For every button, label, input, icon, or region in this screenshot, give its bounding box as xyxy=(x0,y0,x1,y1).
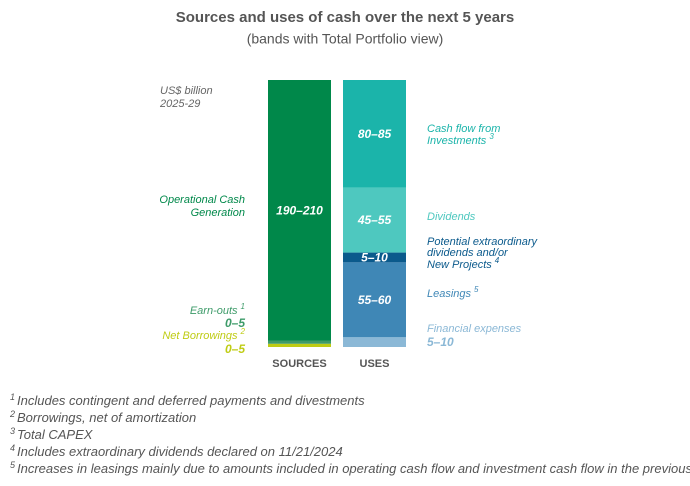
value-label: 0–5 xyxy=(225,316,245,330)
value-label: 5–10 xyxy=(361,251,388,265)
footnote-text: Includes extraordinary dividends declare… xyxy=(17,444,343,459)
bar-segment xyxy=(343,187,406,253)
footnote-text: Increases in leasings mainly due to amou… xyxy=(17,461,690,476)
chart-subtitle: (bands with Total Portfolio view) xyxy=(247,31,444,47)
value-label: 80–85 xyxy=(358,127,392,141)
segment-name-text: Cash flow from xyxy=(427,123,500,135)
footnote-mark: 3 xyxy=(10,426,15,436)
value-label: 55–60 xyxy=(358,293,392,307)
bar-segment xyxy=(268,80,331,341)
footnote: 5 Increases in leasings mainly due to amo… xyxy=(10,460,690,476)
footnote-mark: 2 xyxy=(9,409,15,419)
unit-label: US$ billion xyxy=(160,85,213,97)
segment-name: dividends and/or xyxy=(427,247,509,259)
bar-segment xyxy=(268,340,331,344)
value-label: 190–210 xyxy=(276,203,323,217)
unit-label: 2025-29 xyxy=(159,98,200,110)
value-label: 45–55 xyxy=(357,213,392,227)
segment-name-text: Dividends xyxy=(427,211,476,223)
category-label: SOURCES xyxy=(272,358,326,370)
footnote-mark: 1 xyxy=(10,392,15,402)
footnote-ref: 4 xyxy=(495,256,500,265)
footnote-mark: 4 xyxy=(10,443,15,453)
segment-name: New Projects 4 xyxy=(427,256,500,271)
footnote-ref: 1 xyxy=(241,302,245,311)
segment-name: Potential extraordinary xyxy=(427,236,539,248)
segment-name-text: dividends and/or xyxy=(427,247,509,259)
segment-name: Dividends xyxy=(427,211,476,223)
footnote: 1 Includes contingent and deferred paymen… xyxy=(10,392,365,408)
bar-segment xyxy=(343,80,406,188)
bar-segment xyxy=(343,262,406,338)
footnote: 3 Total CAPEX xyxy=(10,426,94,442)
segment-name-text: Potential extraordinary xyxy=(427,236,539,248)
bar-segment xyxy=(343,252,406,263)
segment-name: Net Borrowings 2 xyxy=(162,327,245,342)
segment-name-text: Operational Cash xyxy=(159,194,245,206)
segment-name: Cash flow from xyxy=(427,123,500,135)
footnote: 4 Includes extraordinary dividends declar… xyxy=(10,443,343,459)
footnote-text: Includes contingent and deferred payment… xyxy=(17,393,365,408)
value-label: 5–10 xyxy=(427,335,454,349)
segment-name-text: Earn-outs xyxy=(190,305,238,317)
bar-segment xyxy=(268,343,331,347)
segment-name-text: Leasings xyxy=(427,288,472,300)
segment-name-text: Net Borrowings xyxy=(162,330,238,342)
segment-name: Earn-outs 1 xyxy=(190,302,245,317)
segment-name: Investments 3 xyxy=(427,132,494,147)
segment-name: Leasings 5 xyxy=(427,285,479,300)
value-label: 0–5 xyxy=(225,342,245,356)
segment-name: Generation xyxy=(191,207,245,219)
chart-title: Sources and uses of cash over the next 5… xyxy=(176,9,514,26)
segment-name: Operational Cash xyxy=(159,194,245,206)
footnote-text: Borrowings, net of amortization xyxy=(17,410,196,425)
segment-name-text: Investments xyxy=(427,135,487,147)
footnote-text: Total CAPEX xyxy=(17,427,94,442)
bar-segment xyxy=(343,337,406,347)
segment-name-text: Generation xyxy=(191,207,245,219)
segment-name-text: New Projects xyxy=(427,259,492,271)
footnote-ref: 3 xyxy=(489,132,494,141)
segment-name-text: Financial expenses xyxy=(427,323,522,335)
footnote: 2 Borrowings, net of amortization xyxy=(9,409,196,425)
footnote-ref: 2 xyxy=(240,327,246,336)
segment-name: Financial expenses xyxy=(427,323,522,335)
footnote-mark: 5 xyxy=(10,460,16,470)
category-label: USES xyxy=(360,358,390,370)
footnote-ref: 5 xyxy=(474,285,479,294)
